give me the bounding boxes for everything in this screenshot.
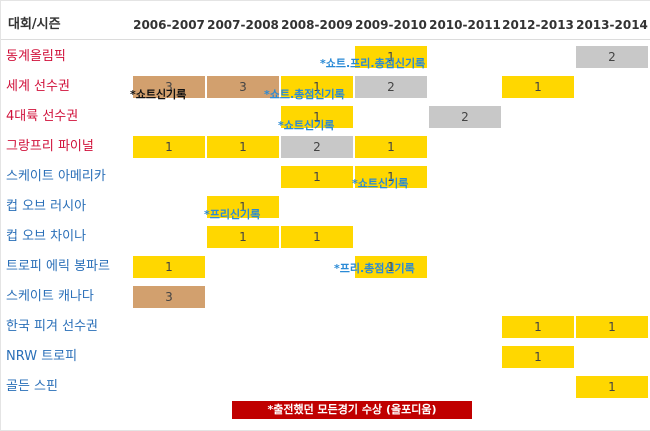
medal-cell-gold: 1 [281,106,353,128]
medal-cell-bronze: 3 [207,76,279,98]
medal-cell-gold: 1 [576,316,648,338]
season-header: 2009-2010 [355,18,427,32]
season-header: 2013-2014 [576,18,648,32]
medal-cell-gold: 1 [502,346,574,368]
medal-cell-gold: 1 [502,316,574,338]
season-header: 2007-2008 [207,18,279,32]
competition-name: 스케이트 캐나다 [6,289,94,304]
medal-cell-gold: 1 [355,46,427,68]
medal-cell-gold: 1 [355,136,427,158]
competition-name: NRW 트로피 [6,349,78,364]
season-header: 2010-2011 [429,18,501,32]
competition-name: 그랑프리 파이널 [6,139,94,154]
header-divider [0,39,650,40]
medal-cell-gold: 1 [281,76,353,98]
medal-cell-bronze: 3 [133,76,205,98]
medal-cell-gold: 1 [281,226,353,248]
competition-name: 한국 피겨 선수권 [6,319,98,334]
corner-header: 대회/시즌 [8,17,61,32]
competition-name: 4대륙 선수권 [6,109,79,124]
season-header: 2012-2013 [502,18,574,32]
record-note-teb-record: *프리.총점신기록 [334,262,415,275]
record-note-worlds-record: *쇼트.총점신기록 [264,88,345,101]
record-note-olympics-record: *쇼트.프리.총점신기록 [320,57,426,70]
medal-cell-gold: 1 [207,226,279,248]
medal-cell-bronze: 3 [133,286,205,308]
medal-cell-gold: 1 [207,136,279,158]
record-note-skate-america-record: *쇼트신기록 [352,177,409,190]
medal-cell-silver: 2 [281,136,353,158]
medal-cell-gold: 1 [281,166,353,188]
competition-name: 트로피 에릭 봉파르 [6,259,110,274]
competition-name: 세계 선수권 [6,79,70,94]
medal-cell-gold: 1 [133,256,205,278]
season-header: 2008-2009 [281,18,353,32]
medal-cell-gold: 1 [207,196,279,218]
medal-cell-gold: 1 [502,76,574,98]
season-header: 2006-2007 [133,18,205,32]
competition-name: 동계올림픽 [6,49,66,64]
competition-name: 컵 오브 러시아 [6,199,87,214]
medal-cell-gold: 1 [355,256,427,278]
medal-cell-silver: 2 [429,106,501,128]
competition-name: 컵 오브 차이나 [6,229,87,244]
record-note-fourcc-record: *쇼트신기록 [278,119,335,132]
medal-cell-gold: 1 [576,376,648,398]
competition-name: 골든 스핀 [6,379,58,394]
medal-cell-gold: 1 [355,166,427,188]
medal-cell-silver: 2 [576,46,648,68]
medal-cell-silver: 2 [355,76,427,98]
medal-cell-gold: 1 [133,136,205,158]
all-podium-legend: *출전했던 모든경기 수상 (올포디움) [232,401,472,419]
competition-name: 스케이트 아메리카 [6,169,106,184]
record-note-cup-russia-record: *프리신기록 [204,208,261,221]
record-note-worlds-short-record: *쇼트신기록 [130,88,187,101]
